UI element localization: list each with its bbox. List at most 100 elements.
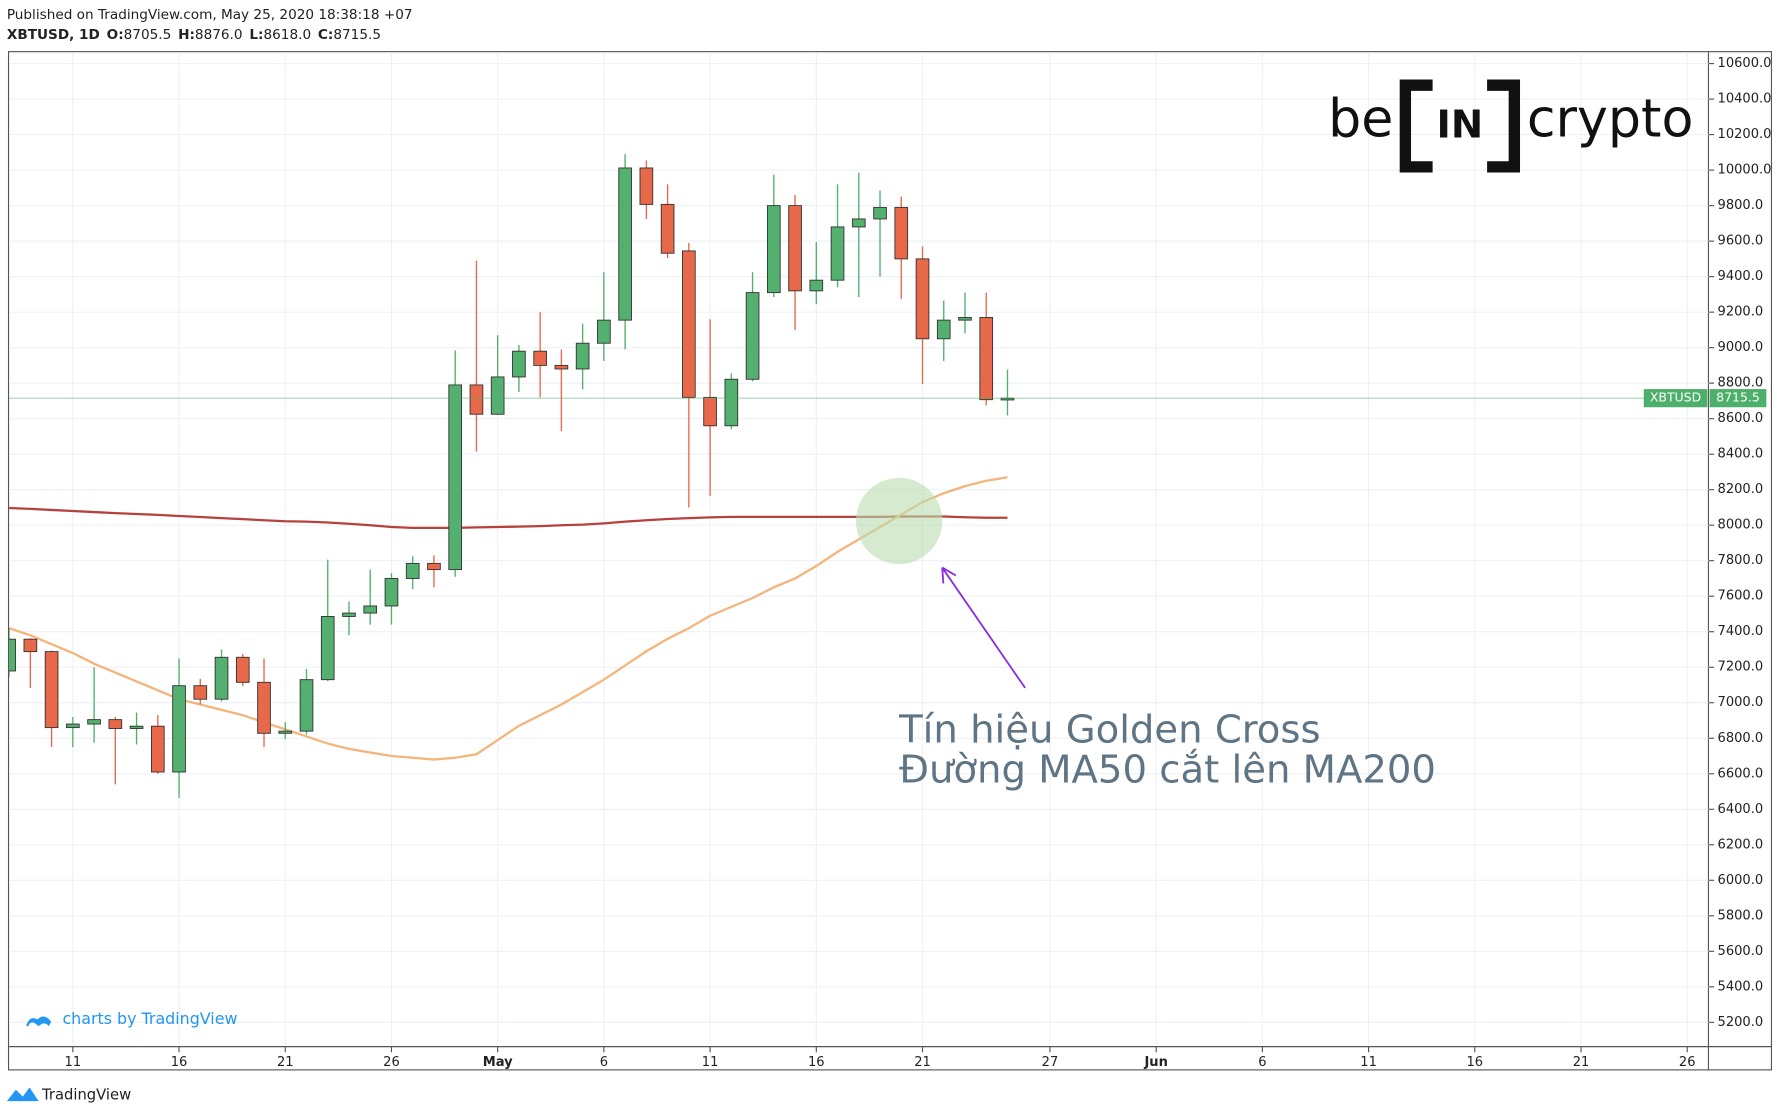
candle-body xyxy=(405,562,420,579)
logo-bracket xyxy=(1487,79,1521,173)
published-line: Published on TradingView.com, May 25, 20… xyxy=(7,7,413,23)
candle-body xyxy=(809,279,824,292)
y-tick-label: 6400.0 xyxy=(1718,802,1764,817)
logo-text: be xyxy=(1328,90,1393,150)
grid xyxy=(9,52,1709,1045)
candle-body xyxy=(108,719,123,729)
y-tick-label: 9400.0 xyxy=(1718,269,1764,284)
candle-body xyxy=(894,206,909,260)
candle-body xyxy=(533,350,547,366)
y-tick-label: 6200.0 xyxy=(1718,837,1764,852)
y-tick-label: 10200.0 xyxy=(1718,127,1772,142)
y-tick-label: 7600.0 xyxy=(1718,589,1764,604)
candle-body xyxy=(660,203,675,254)
y-tick-label: 7000.0 xyxy=(1718,695,1764,710)
footer-text: TradingView xyxy=(41,1086,131,1103)
y-tick-label: 9000.0 xyxy=(1718,340,1764,355)
y-tick-label: 7800.0 xyxy=(1718,553,1764,568)
candle-body xyxy=(257,681,271,734)
candle-body xyxy=(575,342,590,370)
candle-body xyxy=(724,378,739,427)
candle-body xyxy=(278,730,293,734)
annotation-arrow xyxy=(941,567,1026,689)
y-tick-label: 5600.0 xyxy=(1718,944,1764,959)
y-tick-label: 8800.0 xyxy=(1718,376,1764,391)
x-tick-label: May xyxy=(483,1055,513,1070)
y-tick-label: 5400.0 xyxy=(1718,979,1764,994)
y-tick-label: 8000.0 xyxy=(1718,518,1764,533)
candle-body xyxy=(9,638,16,672)
candle-body xyxy=(342,612,356,617)
candle-body xyxy=(44,651,59,729)
y-tick-label: 8200.0 xyxy=(1718,482,1764,497)
candle-body xyxy=(830,226,845,281)
x-tick-label: 26 xyxy=(383,1055,400,1070)
candle-body xyxy=(66,723,80,729)
candle-body xyxy=(915,258,930,340)
y-tick-label: 9200.0 xyxy=(1718,305,1764,320)
ohlc-value: 8876.0 xyxy=(195,27,243,43)
y-tick-label: 6000.0 xyxy=(1718,873,1764,888)
y-tick-label: 10000.0 xyxy=(1718,163,1772,178)
y-tick-label: 5200.0 xyxy=(1718,1015,1764,1030)
chart-frame xyxy=(7,51,1773,1071)
candle-body xyxy=(618,167,632,321)
plot-area xyxy=(9,154,1709,799)
candle-body xyxy=(703,396,717,427)
x-tick-label: 11 xyxy=(1360,1055,1377,1070)
candle-body xyxy=(597,319,611,344)
y-tick-label: 7200.0 xyxy=(1718,660,1764,675)
x-tick-label: 16 xyxy=(171,1055,188,1070)
ohlc-key: L: xyxy=(249,27,263,43)
y-tick-label: 10400.0 xyxy=(1718,92,1772,107)
x-tick-label: 21 xyxy=(914,1055,931,1070)
candle-body xyxy=(235,656,250,683)
candle-body xyxy=(745,292,760,380)
candle-body xyxy=(172,685,186,773)
candle-body xyxy=(490,376,505,415)
y-tick-label: 7400.0 xyxy=(1718,624,1764,639)
candle-body xyxy=(87,719,101,725)
y-tick-label: 9800.0 xyxy=(1718,198,1764,213)
candle-body xyxy=(363,605,378,614)
annotation: Tín hiệu Golden Cross xyxy=(898,708,1321,753)
ohlc-key: O: xyxy=(107,27,124,43)
x-tick-label: 21 xyxy=(277,1055,294,1070)
ohlc-value: 8618.0 xyxy=(263,27,311,43)
candle-body xyxy=(214,656,229,700)
watermark: charts by TradingView xyxy=(26,1009,238,1028)
y-tick-label: 6600.0 xyxy=(1718,766,1764,781)
candle-body xyxy=(384,578,399,607)
candle-body xyxy=(682,250,696,398)
candle-body xyxy=(427,562,441,571)
x-tick-label: 21 xyxy=(1573,1055,1590,1070)
header-line: XBTUSD, 1D O:8705.5 H:8876.0 L:8618.0 C:8715… xyxy=(7,27,381,43)
footer-icon xyxy=(6,1087,39,1102)
ohlc-key: H: xyxy=(178,27,195,43)
candle-body xyxy=(23,638,38,653)
candle-body xyxy=(299,679,314,732)
candle-body xyxy=(150,725,165,773)
x-tick-label: 16 xyxy=(1466,1055,1483,1070)
ma-line xyxy=(9,506,1008,529)
y-tick-label: 9600.0 xyxy=(1718,234,1764,249)
candle-body xyxy=(129,725,144,729)
candle-body xyxy=(936,319,951,340)
candle-body xyxy=(448,384,463,571)
highlight-circle xyxy=(855,477,943,565)
x-tick-label: 27 xyxy=(1042,1055,1059,1070)
y-tick-label: 8600.0 xyxy=(1718,411,1764,426)
candle-body xyxy=(788,205,802,292)
candle-body xyxy=(851,218,866,228)
candle-body xyxy=(958,317,972,321)
axes: 5200.0 5400.0 5600.0 5800.0 6000.0 6200.0 6400… xyxy=(65,56,1772,1070)
symbol-badge xyxy=(1643,389,1708,408)
x-tick-label: Jun xyxy=(1143,1055,1167,1070)
logo-text: IN xyxy=(1437,103,1484,148)
ohlc-key: C: xyxy=(318,27,333,43)
candle-body xyxy=(639,167,654,205)
price-badge-label: 8715.5 xyxy=(1716,390,1760,405)
y-tick-label: 8400.0 xyxy=(1718,447,1764,462)
candle-body xyxy=(554,364,569,370)
